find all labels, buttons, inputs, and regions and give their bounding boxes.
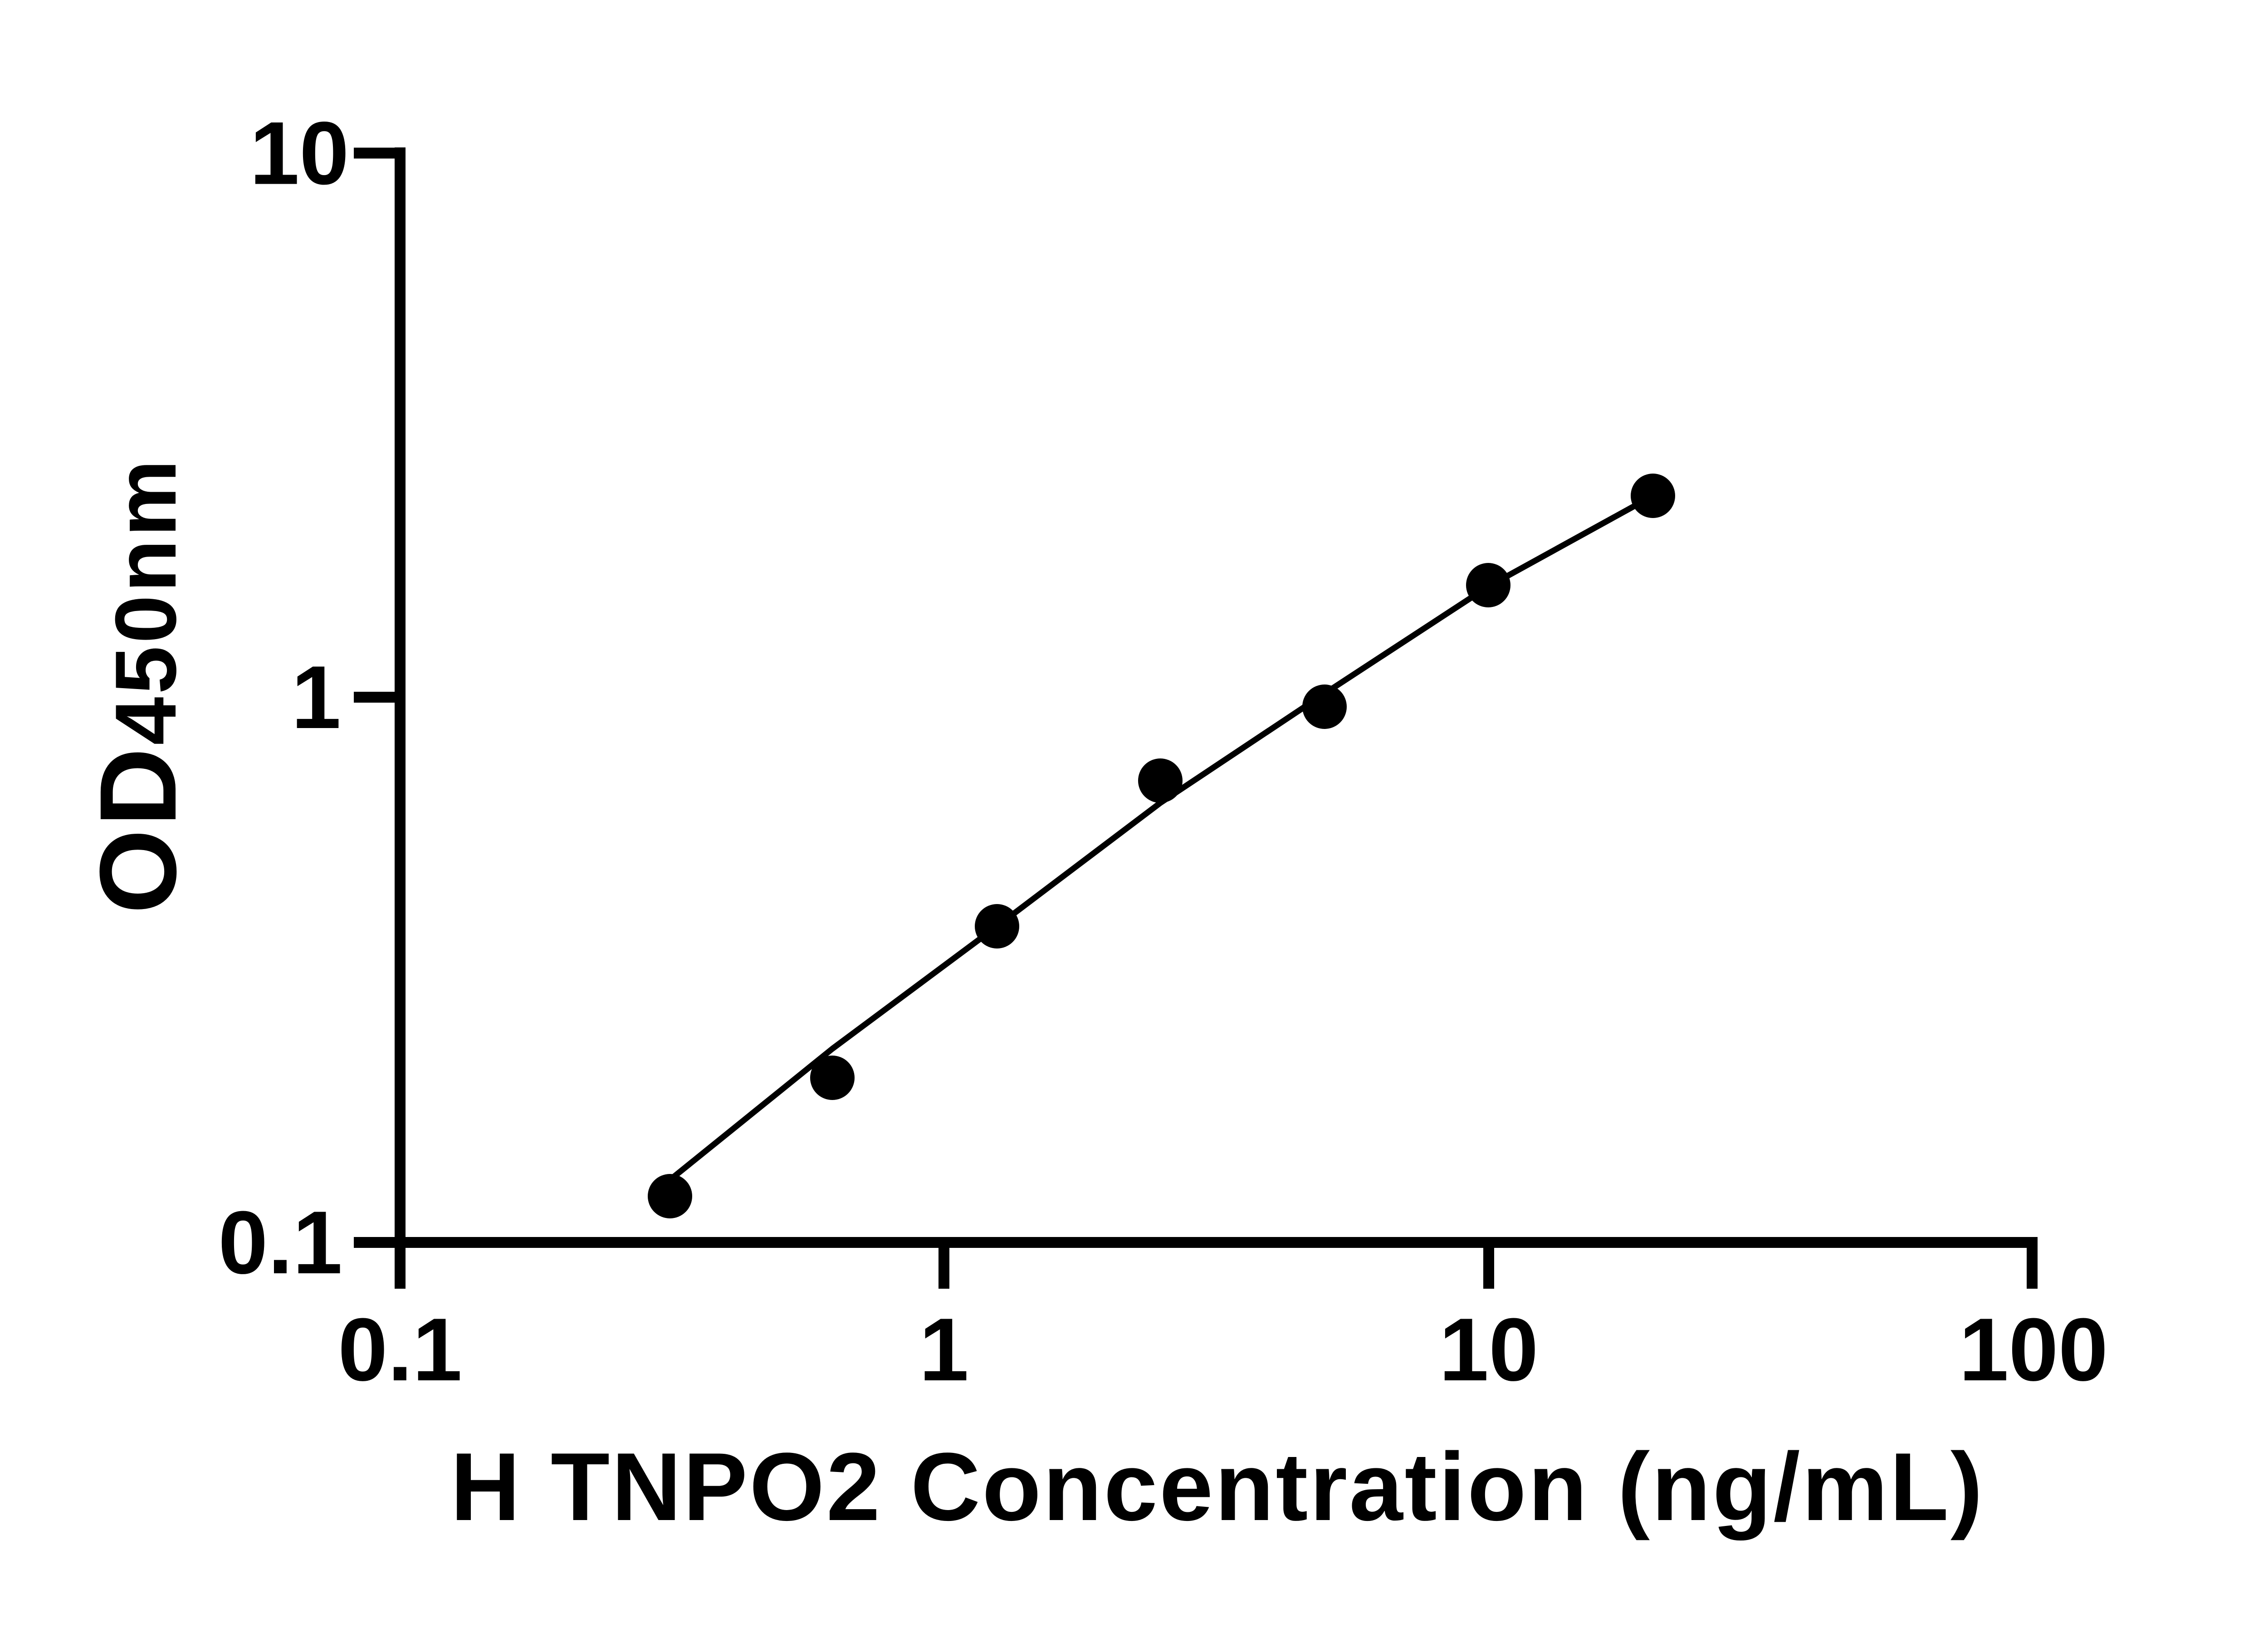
svg-text:1: 1: [919, 1300, 969, 1399]
svg-text:OD450nm: OD450nm: [77, 457, 199, 914]
svg-text:1: 1: [291, 647, 341, 747]
svg-text:0.1: 0.1: [338, 1300, 462, 1399]
svg-text:10: 10: [1439, 1300, 1538, 1399]
svg-text:H TNPO2 Concentration (ng/mL): H TNPO2 Concentration (ng/mL): [450, 1433, 1984, 1541]
svg-text:10: 10: [249, 103, 349, 203]
svg-text:0.1: 0.1: [218, 1193, 342, 1292]
svg-text:100: 100: [1959, 1300, 2108, 1399]
